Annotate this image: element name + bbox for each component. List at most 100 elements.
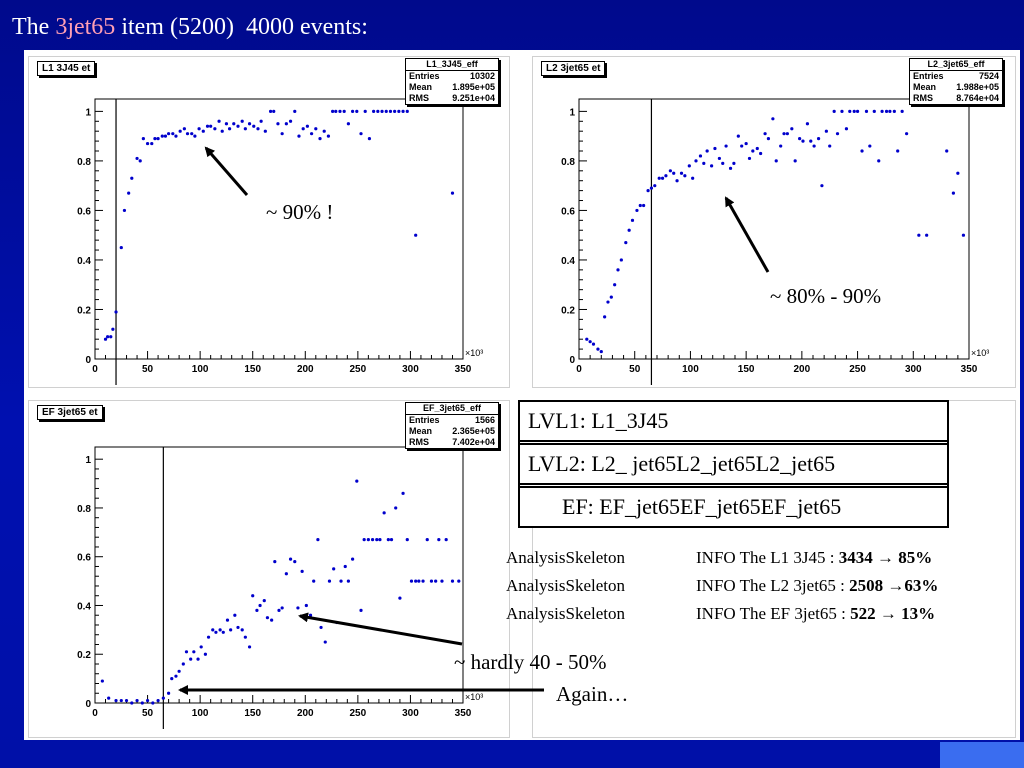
stats-value: 1566 (474, 415, 495, 425)
data-point (314, 127, 318, 131)
data-point (197, 127, 201, 131)
l1-stats-title: L1_3J45_eff (406, 59, 498, 71)
data-point (174, 134, 178, 138)
ef-stats-mean-row: Mean 2.365e+05 (406, 426, 498, 437)
y-tick-label: 0.8 (77, 157, 91, 168)
data-point (145, 141, 150, 146)
data-point (240, 628, 244, 632)
y-tick-label: 0.4 (77, 601, 91, 612)
data-point (609, 295, 613, 299)
y-tick-label: 0 (85, 699, 91, 710)
data-point (151, 701, 155, 705)
data-point (316, 538, 320, 542)
data-point (205, 124, 210, 128)
log-line: AnalysisSkeleton INFO The L2 3jet65 : 25… (506, 572, 938, 600)
ef-stats-rms-row: RMS 7.402e+04 (406, 437, 498, 448)
data-point (203, 652, 207, 656)
data-point (109, 335, 113, 339)
data-point (956, 171, 960, 175)
data-point (265, 616, 270, 620)
data-point (405, 538, 409, 542)
data-point (657, 176, 661, 180)
stats-label: Entries (913, 71, 944, 81)
x-axis-exponent: ×10³ (971, 348, 989, 358)
data-point (747, 156, 752, 161)
data-point (848, 109, 852, 113)
data-point (724, 144, 728, 148)
data-point (790, 127, 794, 131)
data-point (221, 630, 225, 634)
data-point (613, 283, 617, 287)
data-point (217, 119, 221, 123)
data-point (224, 122, 229, 126)
arrow-right-icon: → (872, 548, 899, 567)
data-point (444, 538, 448, 542)
data-point (106, 335, 110, 339)
slide-footer-bar (0, 742, 1024, 768)
data-point (793, 159, 797, 163)
data-point (130, 176, 134, 180)
data-point (346, 579, 350, 583)
data-point (334, 109, 338, 113)
data-point (322, 129, 326, 133)
data-point (327, 579, 332, 583)
data-point (624, 241, 628, 245)
data-point (828, 144, 832, 148)
title-prefix: The (12, 14, 56, 40)
stats-label: RMS (913, 93, 933, 103)
trigger-chain-table: LVL1: L1_3J45 LVL2: L2_ jet65L2_jet65L2_… (518, 400, 949, 528)
log-line: AnalysisSkeleton INFO The L1 3J45 : 3434… (506, 544, 938, 572)
y-tick-label: 0.4 (561, 256, 575, 267)
plot-canvas: 0 50 100 150 200 250 300 350 0 0.2 0.4 0.6 0.8 1 ×10³ … (24, 50, 1020, 740)
data-point (766, 137, 771, 141)
l2-plot-pad: 0 50 100 150 200 250 300 350 0 0.2 0.4 0.6 0.8 1 ×10³ … (532, 56, 1016, 388)
data-point (236, 124, 240, 128)
l1-plot-svg: 0 50 100 150 200 250 300 350 0 0.2 0.4 0.6 0.8 1 ×10³ (77, 98, 483, 385)
data-point (635, 208, 639, 213)
data-point (273, 559, 277, 564)
data-point (375, 538, 379, 542)
log-text: INFO The L2 3jet65 : 2508 →63% (696, 572, 938, 600)
data-point (199, 645, 203, 649)
data-point (763, 132, 767, 136)
y-tick-label: 0 (569, 355, 575, 366)
y-tick-label: 1 (85, 107, 91, 118)
trigger-ef: EF: EF_jet65EF_jet65EF_jet65 (562, 494, 842, 519)
data-point (638, 203, 642, 208)
data-point (130, 701, 134, 705)
data-point (332, 567, 336, 571)
data-point (114, 310, 118, 314)
data-point (218, 628, 222, 632)
data-point (185, 132, 190, 136)
data-point (312, 579, 316, 583)
data-point (135, 698, 139, 703)
analysis-log: AnalysisSkeleton INFO The L1 3J45 : 3434… (506, 544, 938, 628)
l2-stats-title: L2_3jet65_eff (910, 59, 1002, 71)
y-tick-label: 1 (569, 107, 575, 118)
data-point (779, 144, 783, 148)
x-tick-label: 150 (738, 364, 755, 375)
data-point (917, 233, 921, 237)
data-point (367, 137, 372, 141)
stats-value: 9.251e+04 (452, 93, 495, 103)
data-point (135, 156, 139, 161)
data-point (805, 122, 810, 126)
data-point (393, 109, 397, 113)
data-point (450, 579, 455, 583)
stats-label: RMS (409, 93, 429, 103)
arrow-right-icon: → (883, 576, 905, 595)
log-message: INFO The L2 3jet65 : (696, 576, 850, 595)
data-point (616, 268, 620, 272)
data-point (401, 491, 405, 495)
data-point (247, 645, 252, 649)
data-point (363, 109, 367, 113)
data-point (213, 127, 217, 131)
l1-stats-mean-row: Mean 1.895e+05 (406, 82, 498, 93)
data-point (679, 171, 684, 175)
data-point (370, 538, 375, 542)
stats-value: 1.895e+05 (452, 82, 495, 92)
log-line: AnalysisSkeleton INFO The EF 3jet65 : 52… (506, 600, 938, 628)
data-point (798, 137, 802, 141)
data-point (372, 109, 376, 113)
data-point (138, 159, 142, 163)
